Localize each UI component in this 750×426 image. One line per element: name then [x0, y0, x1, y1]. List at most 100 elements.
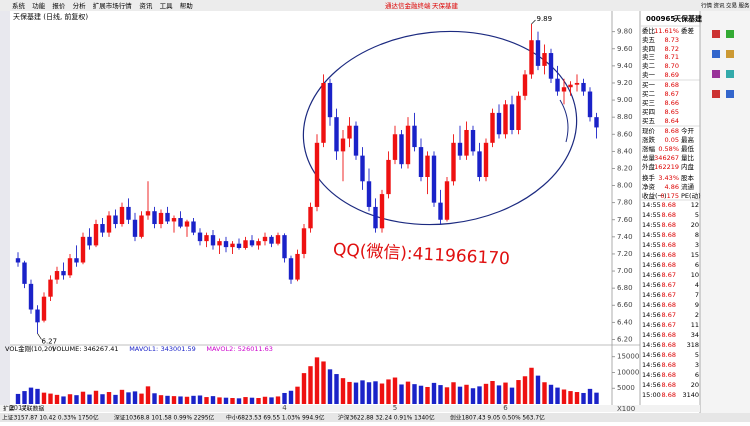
volume-bar — [386, 379, 390, 404]
candle-body — [594, 117, 598, 127]
quote-value: 8.71 — [665, 53, 679, 61]
volume-bar — [360, 380, 364, 404]
volume-bar — [594, 393, 598, 404]
menu-item[interactable]: 帮助 — [180, 1, 194, 10]
volume-bar — [542, 382, 546, 404]
icon[interactable] — [726, 90, 734, 98]
volume-bar — [282, 393, 286, 404]
volume-bar — [419, 386, 423, 404]
volume-bar — [165, 396, 169, 404]
volume-bar — [549, 385, 553, 404]
menu-item[interactable]: 工具 — [160, 2, 174, 10]
volume-bar — [100, 394, 104, 404]
volume-bar — [139, 394, 143, 404]
menu-item[interactable]: 扩展市场行情 — [93, 1, 133, 10]
tick-time: 14:55 — [642, 231, 661, 239]
volume-bar — [354, 383, 358, 404]
quote-label: 买四 — [642, 108, 655, 116]
quote-label: 换手 — [642, 173, 656, 182]
hand-drawn-stroke — [560, 100, 568, 142]
icon[interactable] — [726, 70, 734, 78]
y-tick-label: 7.80 — [617, 199, 633, 207]
candle-body — [581, 83, 585, 92]
bottom-tab[interactable]: 关联数据 — [21, 405, 44, 413]
status-item: 创业1807.43 9.05 0.50% 563.7亿 — [450, 414, 545, 422]
candle-body — [250, 240, 254, 245]
icon[interactable] — [712, 70, 720, 78]
icon[interactable] — [712, 50, 720, 58]
candle-body — [243, 240, 247, 248]
tick-time: 14:55 — [642, 201, 661, 209]
side-tab[interactable]: 交易 — [726, 2, 737, 10]
quote-label: 净资 — [642, 182, 656, 191]
candle-body — [523, 74, 527, 95]
candle-body — [100, 224, 104, 233]
candle-body — [230, 244, 234, 247]
volume-bar — [347, 382, 351, 404]
volume-bar — [211, 396, 215, 404]
volume-bar — [198, 395, 202, 404]
x-tick-label: 5 — [393, 404, 397, 412]
candle-body — [419, 147, 423, 177]
volume-bar — [29, 388, 33, 404]
menu-item[interactable]: 功能 — [32, 1, 46, 10]
quote-label: 今开 — [681, 126, 695, 135]
candle-body — [373, 207, 377, 228]
volume-bar — [61, 396, 65, 404]
status-item: 沪深3622.88 32.24 0.91% 1340亿 — [338, 414, 435, 422]
y-tick-label: 8.80 — [617, 113, 633, 121]
tick-price: 8.68 — [662, 381, 676, 389]
icon[interactable] — [726, 30, 734, 38]
candle-body — [191, 221, 195, 232]
icon[interactable] — [712, 90, 720, 98]
candle-body — [484, 143, 488, 177]
volume-bar — [406, 382, 410, 404]
candle-body — [477, 151, 481, 177]
high-marker — [532, 20, 536, 24]
candle-body — [81, 237, 85, 263]
volume-bar — [334, 374, 338, 404]
volume-bar — [555, 388, 559, 404]
side-tab[interactable]: 行情 — [701, 2, 713, 10]
volume-bar — [256, 398, 260, 404]
tick-price: 8.67 — [662, 291, 676, 299]
candle-body — [126, 207, 130, 220]
y-tick-label: 9.60 — [617, 45, 633, 53]
menu-item[interactable]: 系统 — [12, 1, 26, 10]
candle-body — [425, 156, 429, 177]
menu-item[interactable]: 资讯 — [139, 1, 153, 10]
tick-time: 14:56 — [642, 361, 661, 369]
candle-body — [516, 96, 520, 130]
side-tab[interactable]: 资讯 — [714, 2, 726, 10]
tick-price: 8.68 — [662, 261, 676, 269]
volume-bar — [178, 396, 182, 404]
volume-bar — [22, 391, 26, 404]
volume-bar — [204, 397, 208, 404]
tick-volume: 5 — [695, 351, 699, 359]
volume-bar — [146, 386, 150, 404]
menu-item[interactable]: 报价 — [52, 1, 66, 10]
side-tab[interactable]: 服务 — [739, 2, 750, 10]
volume-bar — [536, 376, 540, 404]
candle-body — [224, 241, 228, 247]
quote-label: 股本 — [681, 173, 695, 182]
quote-code: 000965 — [646, 15, 675, 23]
volume-bar — [159, 395, 163, 404]
tick-price: 8.67 — [662, 281, 676, 289]
candle-body — [451, 143, 455, 181]
volume-bar — [68, 394, 72, 404]
menu-item[interactable]: 分析 — [73, 1, 87, 10]
status-item: 中小6823.53 69.55 1.03% 994.9亿 — [226, 414, 325, 422]
candle-body — [445, 181, 449, 219]
bottom-tab[interactable]: 扩展 — [3, 405, 15, 413]
candle-body — [22, 262, 26, 283]
tick-time: 14:56 — [642, 331, 661, 339]
candle-body — [386, 160, 390, 194]
tick-time: 14:56 — [642, 351, 661, 359]
icon[interactable] — [712, 30, 720, 38]
icon[interactable] — [726, 50, 734, 58]
quote-value: 8.65 — [665, 108, 679, 116]
quote-label: 买三 — [642, 99, 656, 107]
candle-body — [464, 130, 468, 156]
candle-body — [471, 130, 475, 151]
